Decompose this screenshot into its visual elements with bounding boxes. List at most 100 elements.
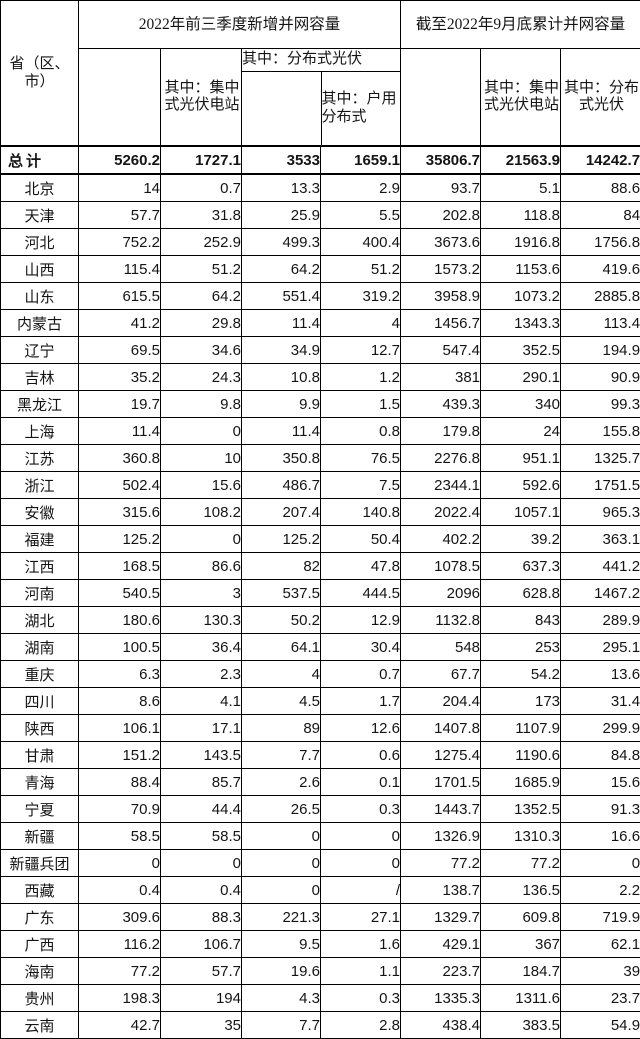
cell-2022年前三季度新增并网容量: 6.3 <box>79 661 161 688</box>
cell-截至2022年9月底累计并网容量: 1443.7 <box>401 796 481 823</box>
cell-截至2022年9月底累计并网容量: 138.7 <box>401 877 481 904</box>
cell-其中：户用分布式: 140.8 <box>321 499 401 526</box>
cell-截至2022年9月底累计并网容量: 35806.7 <box>401 146 481 174</box>
cell-2022年前三季度新增并网容量: 168.5 <box>79 553 161 580</box>
cell-其中：户用分布式: 0.8 <box>321 418 401 445</box>
cell-2022年前三季度新增并网容量: 11.4 <box>79 418 161 445</box>
cell-其中：分布式光伏: 31.4 <box>561 688 640 715</box>
cell-其中：集中式光伏电站: 34.6 <box>161 337 242 364</box>
cell-其中：集中式光伏电站: 57.7 <box>161 958 242 985</box>
cell-其中：户用分布式: 0 <box>321 850 401 877</box>
cell-其中：集中式光伏电站: 1343.3 <box>481 310 561 337</box>
cell-截至2022年9月底累计并网容量: 67.7 <box>401 661 481 688</box>
cell-截至2022年9月底累计并网容量: 1132.8 <box>401 607 481 634</box>
cell-2022年前三季度新增并网容量: 540.5 <box>79 580 161 607</box>
cell-2022年前三季度新增并网容量: 35.2 <box>79 364 161 391</box>
row-label: 海南 <box>1 958 79 985</box>
cell-2022年前三季度新增并网容量: 100.5 <box>79 634 161 661</box>
cell-其中：集中式光伏电站: 136.5 <box>481 877 561 904</box>
cell-其中：户用分布式: 2.9 <box>321 174 401 202</box>
cell-其中：集中式光伏电站: 2.3 <box>161 661 242 688</box>
row-label: 山东 <box>1 283 79 310</box>
cell-2022年前三季度新增并网容量: 752.2 <box>79 229 161 256</box>
cell-其中：分布式光伏: 441.2 <box>561 553 640 580</box>
cell-其中：户用分布式: / <box>321 877 401 904</box>
cell-其中：集中式光伏电站: 29.8 <box>161 310 242 337</box>
cell-其中：分布式光伏: 15.6 <box>561 769 640 796</box>
header-new-household: 其中：户用分布式 <box>321 72 401 146</box>
cell-其中：集中式光伏电站: 1727.1 <box>161 146 242 174</box>
row-label: 湖南 <box>1 634 79 661</box>
cell-其中：分布式光伏: 64.1 <box>242 634 321 661</box>
header-row-sub: 其中：集中式光伏电站 其中：分布式光伏 其中：户用分布式 其中：集中式光伏电站 … <box>1 49 640 147</box>
cell-2022年前三季度新增并网容量: 88.4 <box>79 769 161 796</box>
row-label: 江西 <box>1 553 79 580</box>
row-label: 内蒙古 <box>1 310 79 337</box>
cell-其中：分布式光伏: 10.8 <box>242 364 321 391</box>
header-province: 省（区、市） <box>1 1 79 147</box>
cell-其中：户用分布式: 30.4 <box>321 634 401 661</box>
header-cumulative-distributed: 其中：分布式光伏 <box>561 49 640 147</box>
cell-其中：分布式光伏: 194.9 <box>561 337 640 364</box>
cell-其中：集中式光伏电站: 44.4 <box>161 796 242 823</box>
cell-其中：集中式光伏电站: 0.7 <box>161 174 242 202</box>
cell-其中：户用分布式: 1.2 <box>321 364 401 391</box>
cell-其中：户用分布式: 51.2 <box>321 256 401 283</box>
cell-其中：分布式光伏: 90.9 <box>561 364 640 391</box>
cell-其中：集中式光伏电站: 10 <box>161 445 242 472</box>
cell-截至2022年9月底累计并网容量: 204.4 <box>401 688 481 715</box>
cell-其中：分布式光伏: 299.9 <box>561 715 640 742</box>
cell-截至2022年9月底累计并网容量: 223.7 <box>401 958 481 985</box>
cell-2022年前三季度新增并网容量: 69.5 <box>79 337 161 364</box>
cell-其中：分布式光伏: 50.2 <box>242 607 321 634</box>
cell-其中：集中式光伏电站: 383.5 <box>481 1012 561 1039</box>
cell-2022年前三季度新增并网容量: 116.2 <box>79 931 161 958</box>
header-new-centralized: 其中：集中式光伏电站 <box>161 49 242 147</box>
cell-截至2022年9月底累计并网容量: 1573.2 <box>401 256 481 283</box>
cell-截至2022年9月底累计并网容量: 402.2 <box>401 526 481 553</box>
row-label: 陕西 <box>1 715 79 742</box>
header-cumulative-total <box>401 49 481 147</box>
cell-其中：集中式光伏电站: 17.1 <box>161 715 242 742</box>
cell-其中：分布式光伏: 3533 <box>242 146 321 174</box>
header-row-group: 省（区、市） 2022年前三季度新增并网容量 截至2022年9月底累计并网容量 <box>1 1 640 49</box>
cell-其中：户用分布式: 1.5 <box>321 391 401 418</box>
cell-其中：分布式光伏: 9.5 <box>242 931 321 958</box>
cell-其中：分布式光伏: 419.6 <box>561 256 640 283</box>
cell-其中：分布式光伏: 486.7 <box>242 472 321 499</box>
cell-其中：集中式光伏电站: 1352.5 <box>481 796 561 823</box>
cell-其中：集中式光伏电站: 1107.9 <box>481 715 561 742</box>
cell-截至2022年9月底累计并网容量: 1456.7 <box>401 310 481 337</box>
cell-其中：户用分布式: 47.8 <box>321 553 401 580</box>
header-group-new-capacity: 2022年前三季度新增并网容量 <box>79 1 401 49</box>
cell-其中：分布式光伏: 113.4 <box>561 310 640 337</box>
cell-2022年前三季度新增并网容量: 198.3 <box>79 985 161 1012</box>
cell-其中：集中式光伏电站: 130.3 <box>161 607 242 634</box>
cell-其中：集中式光伏电站: 609.8 <box>481 904 561 931</box>
cell-截至2022年9月底累计并网容量: 3673.6 <box>401 229 481 256</box>
cell-其中：分布式光伏: 14242.7 <box>561 146 640 174</box>
row-label: 宁夏 <box>1 796 79 823</box>
cell-其中：分布式光伏: 537.5 <box>242 580 321 607</box>
cell-截至2022年9月底累计并网容量: 1078.5 <box>401 553 481 580</box>
cell-其中：分布式光伏: 11.4 <box>242 310 321 337</box>
cell-其中：户用分布式: 12.6 <box>321 715 401 742</box>
cell-其中：分布式光伏: 54.9 <box>561 1012 640 1039</box>
cell-其中：分布式光伏: 125.2 <box>242 526 321 553</box>
cell-其中：户用分布式: 50.4 <box>321 526 401 553</box>
cell-其中：集中式光伏电站: 35 <box>161 1012 242 1039</box>
cell-其中：集中式光伏电站: 9.8 <box>161 391 242 418</box>
cell-其中：集中式光伏电站: 31.8 <box>161 202 242 229</box>
cell-其中：集中式光伏电站: 1685.9 <box>481 769 561 796</box>
